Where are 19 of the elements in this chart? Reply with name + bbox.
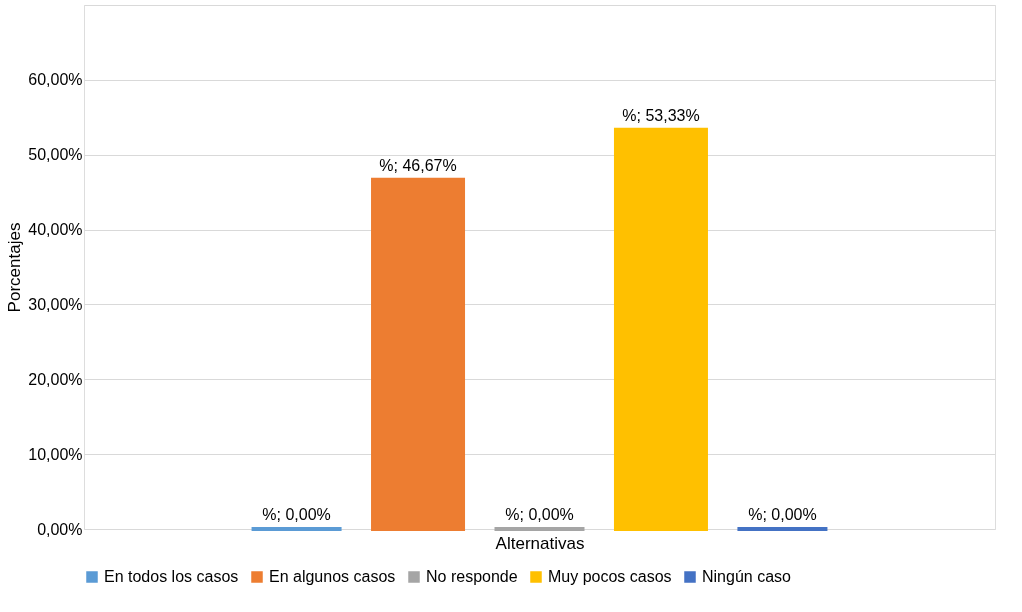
legend-label: No responde [426, 568, 518, 585]
legend-label: En algunos casos [269, 568, 396, 585]
data-label: %; 0,00% [262, 506, 331, 523]
legend-label: Muy pocos casos [548, 568, 672, 585]
y-tick-label: 0,00% [37, 520, 83, 538]
y-axis-title: Porcentajes [5, 222, 25, 313]
y-tick-label: 60,00% [28, 71, 83, 89]
y-tick-label: 10,00% [28, 445, 83, 463]
y-tick-label: 30,00% [28, 295, 83, 313]
data-label: %; 53,33% [622, 106, 700, 124]
data-label: %; 46,67% [379, 156, 457, 174]
y-tick-label: 20,00% [28, 370, 83, 388]
y-tick-label: 50,00% [28, 146, 83, 164]
legend-label: En todos los casos [104, 568, 239, 585]
data-label: %; 0,00% [505, 506, 574, 523]
y-tick-label: 40,00% [28, 221, 83, 239]
legend-label: Ningún caso [702, 568, 792, 585]
data-label: %; 0,00% [748, 506, 817, 523]
x-axis-title: Alternativas [495, 533, 585, 553]
